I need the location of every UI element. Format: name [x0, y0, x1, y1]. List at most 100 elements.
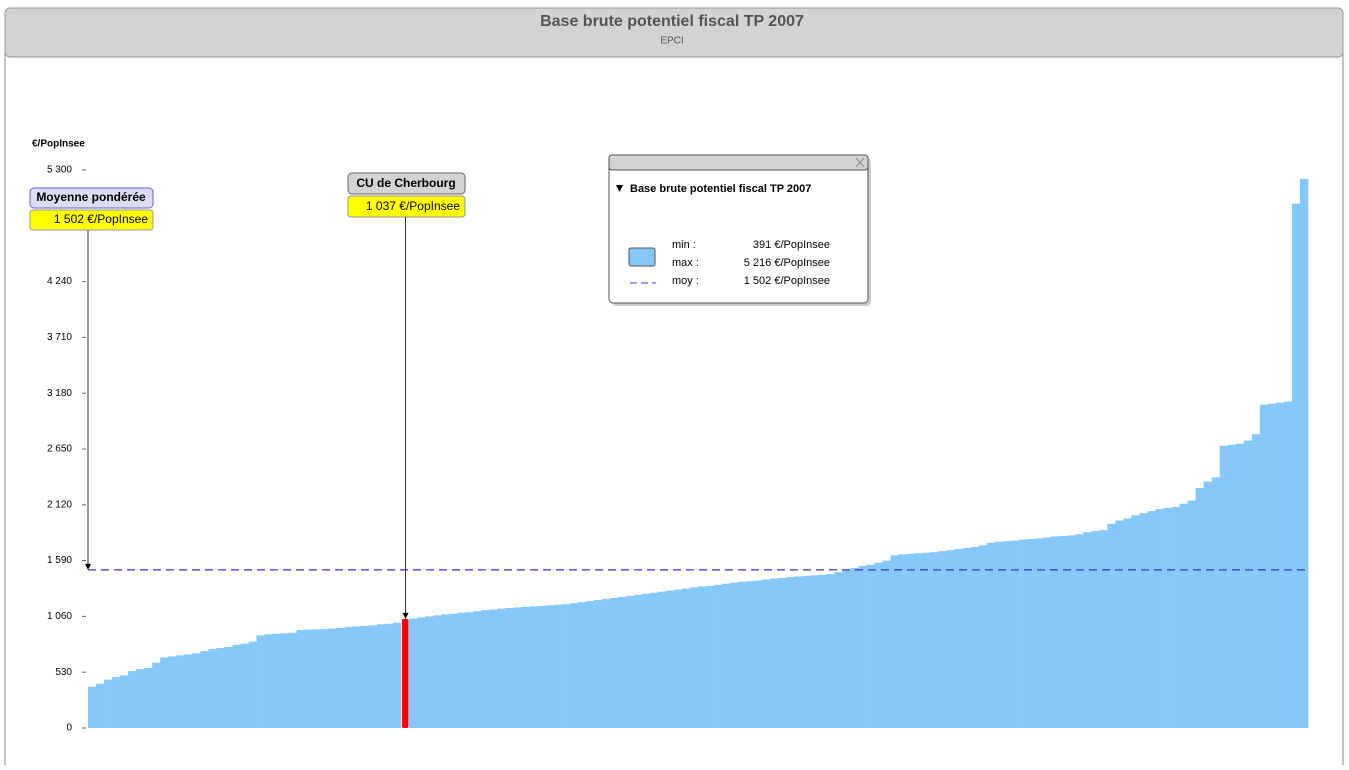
bar	[706, 585, 715, 728]
bar	[978, 545, 988, 728]
mean-arrow	[85, 563, 91, 570]
legend-row-label: max :	[672, 257, 699, 269]
bar	[425, 616, 434, 728]
bar	[1275, 402, 1285, 728]
bar	[1115, 520, 1124, 728]
y-tick-label: 3 710	[47, 332, 72, 343]
bar	[1051, 536, 1060, 728]
bar	[746, 581, 755, 728]
bar	[738, 581, 747, 728]
y-tick-label: 5 300	[47, 165, 72, 176]
bar	[1203, 481, 1213, 728]
bar	[1131, 515, 1140, 728]
bar	[529, 606, 538, 728]
bar	[593, 600, 603, 728]
bar	[1059, 535, 1068, 728]
bar	[144, 667, 153, 728]
bar	[1259, 404, 1269, 728]
bar	[689, 587, 699, 728]
bar	[698, 586, 707, 728]
bar	[328, 628, 338, 728]
bar	[465, 612, 474, 728]
bar	[1219, 445, 1229, 728]
bar	[376, 624, 386, 728]
y-tick-label: 4 240	[47, 276, 72, 287]
bar	[1267, 403, 1277, 728]
bar	[930, 552, 940, 728]
bar	[264, 634, 274, 728]
bar	[681, 588, 691, 728]
bar	[858, 565, 867, 728]
bar	[152, 662, 161, 728]
bar	[1211, 477, 1221, 728]
bar	[393, 622, 402, 728]
legend-toggle[interactable]	[616, 185, 623, 192]
bar	[489, 609, 498, 728]
y-tick-label: 530	[55, 667, 72, 678]
bar	[754, 580, 763, 728]
bar	[184, 654, 193, 728]
bar	[1099, 530, 1108, 728]
bar	[344, 626, 354, 728]
bar	[722, 583, 731, 728]
bar	[577, 602, 587, 728]
bar	[1147, 511, 1156, 728]
bar	[1043, 537, 1052, 728]
bar	[962, 547, 972, 728]
bar	[882, 560, 892, 728]
bar	[1163, 507, 1172, 728]
bar	[641, 593, 651, 728]
mean-name: Moyenne pondérée	[36, 190, 146, 204]
bar	[625, 595, 635, 728]
bar	[994, 541, 1004, 728]
bar	[136, 669, 145, 728]
bar	[601, 599, 611, 728]
bar	[569, 603, 579, 728]
bar	[120, 675, 129, 728]
highlight-value-box	[347, 195, 466, 218]
bar	[449, 613, 458, 728]
bar	[1075, 534, 1084, 728]
bar	[384, 623, 394, 728]
bar	[794, 576, 803, 728]
chart-subtitle: EPCI	[660, 36, 683, 47]
bar	[866, 564, 875, 728]
bar	[168, 656, 177, 728]
bar	[714, 584, 723, 728]
bar	[521, 606, 530, 728]
bar	[850, 567, 859, 728]
bar	[810, 575, 819, 728]
bar	[312, 629, 322, 728]
bar	[457, 612, 466, 728]
bar	[409, 618, 418, 728]
y-tick-label: 3 180	[47, 388, 72, 399]
bar	[561, 604, 570, 728]
bar	[1235, 443, 1245, 728]
bar	[441, 614, 450, 728]
bar	[104, 679, 113, 728]
bar	[585, 601, 595, 728]
bar	[417, 617, 426, 728]
bar	[224, 646, 233, 728]
legend-close[interactable]	[855, 157, 865, 168]
bar	[1299, 178, 1309, 729]
bar	[256, 635, 265, 728]
bar	[970, 546, 980, 728]
bar	[1003, 541, 1012, 728]
bar	[802, 575, 811, 728]
bar	[826, 574, 835, 728]
bar	[1067, 535, 1076, 728]
legend-row-value: 5 216 €/PopInsee	[744, 257, 830, 269]
bar	[513, 607, 522, 728]
bar	[818, 574, 827, 728]
bar	[898, 554, 908, 728]
y-tick-label: 0	[66, 723, 72, 734]
mean-value-box	[29, 209, 154, 231]
highlight-name-box	[347, 172, 466, 195]
bar	[553, 604, 562, 728]
bar	[890, 555, 900, 728]
bar	[762, 579, 771, 728]
bar	[1083, 532, 1092, 728]
bar	[545, 605, 554, 728]
legend-row-value: 391 €/PopInsee	[753, 239, 830, 251]
